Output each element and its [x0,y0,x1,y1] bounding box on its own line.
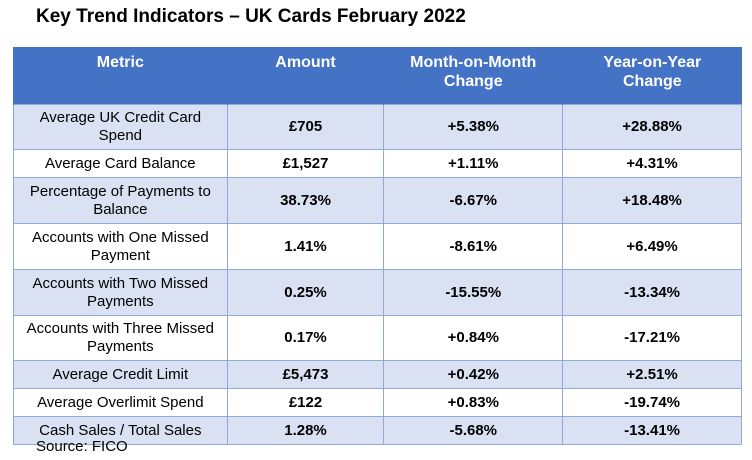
value-cell: +0.83% [383,388,564,417]
metric-cell: Cash Sales / Total Sales [13,416,228,445]
value-cell: -5.68% [383,416,564,445]
column-header: Month-on-Month Change [383,47,563,105]
value-cell: 1.28% [226,416,385,445]
value-cell: +1.11% [383,149,564,178]
column-header: Year-on-Year Change [562,47,742,105]
table-row: Accounts with Two Missed Payments 0.25% -1… [13,269,742,316]
table-row: Average UK Credit Card Spend £705 +5.38% +2… [13,104,742,150]
value-cell: 0.17% [226,315,385,361]
value-cell: +4.31% [562,149,742,178]
value-cell: -17.21% [562,315,742,361]
value-cell: £1,527 [226,149,385,178]
value-cell: +28.88% [562,104,742,150]
value-cell: +6.49% [562,223,742,270]
table-row: Accounts with Three Missed Payments 0.17%… [13,315,742,361]
value-cell: -6.67% [383,177,564,224]
value-cell: £5,473 [226,360,385,389]
metric-cell: Percentage of Payments to Balance [13,177,228,224]
column-header: Metric [13,47,228,105]
table-row: Cash Sales / Total Sales 1.28% -5.68% -13.4… [13,416,742,445]
metric-cell: Accounts with Three Missed Payments [13,315,228,361]
value-cell: £705 [226,104,385,150]
metric-cell: Average Credit Limit [13,360,228,389]
kpi-table: Metric Amount Month-on-Month Change Year… [13,47,742,445]
value-cell: 38.73% [226,177,385,224]
metric-cell: Average Card Balance [13,149,228,178]
value-cell: +0.42% [383,360,564,389]
page-title: Key Trend Indicators – UK Cards February… [36,6,466,27]
value-cell: -8.61% [383,223,564,270]
metric-cell: Accounts with Two Missed Payments [13,269,228,316]
metric-cell: Average UK Credit Card Spend [13,104,228,150]
value-cell: -15.55% [383,269,564,316]
header-row: Metric Amount Month-on-Month Change Year… [13,47,742,105]
value-cell: £122 [226,388,385,417]
value-cell: +2.51% [562,360,742,389]
value-cell: -13.41% [562,416,742,445]
table-row: Average Credit Limit £5,473 +0.42% +2.51% [13,360,742,389]
metric-cell: Accounts with One Missed Payment [13,223,228,270]
value-cell: +0.84% [383,315,564,361]
table-row: Average Overlimit Spend £122 +0.83% -19.74% [13,388,742,417]
value-cell: -19.74% [562,388,742,417]
table-row: Accounts with One Missed Payment 1.41% -8.… [13,223,742,270]
value-cell: 1.41% [226,223,385,270]
value-cell: -13.34% [562,269,742,316]
value-cell: +18.48% [562,177,742,224]
source-note: Source: FICO [36,438,128,455]
value-cell: +5.38% [383,104,564,150]
table-row: Percentage of Payments to Balance 38.73% -… [13,177,742,224]
column-header: Amount [226,47,384,105]
value-cell: 0.25% [226,269,385,316]
table-row: Average Card Balance £1,527 +1.11% +4.31% [13,149,742,178]
metric-cell: Average Overlimit Spend [13,388,228,417]
